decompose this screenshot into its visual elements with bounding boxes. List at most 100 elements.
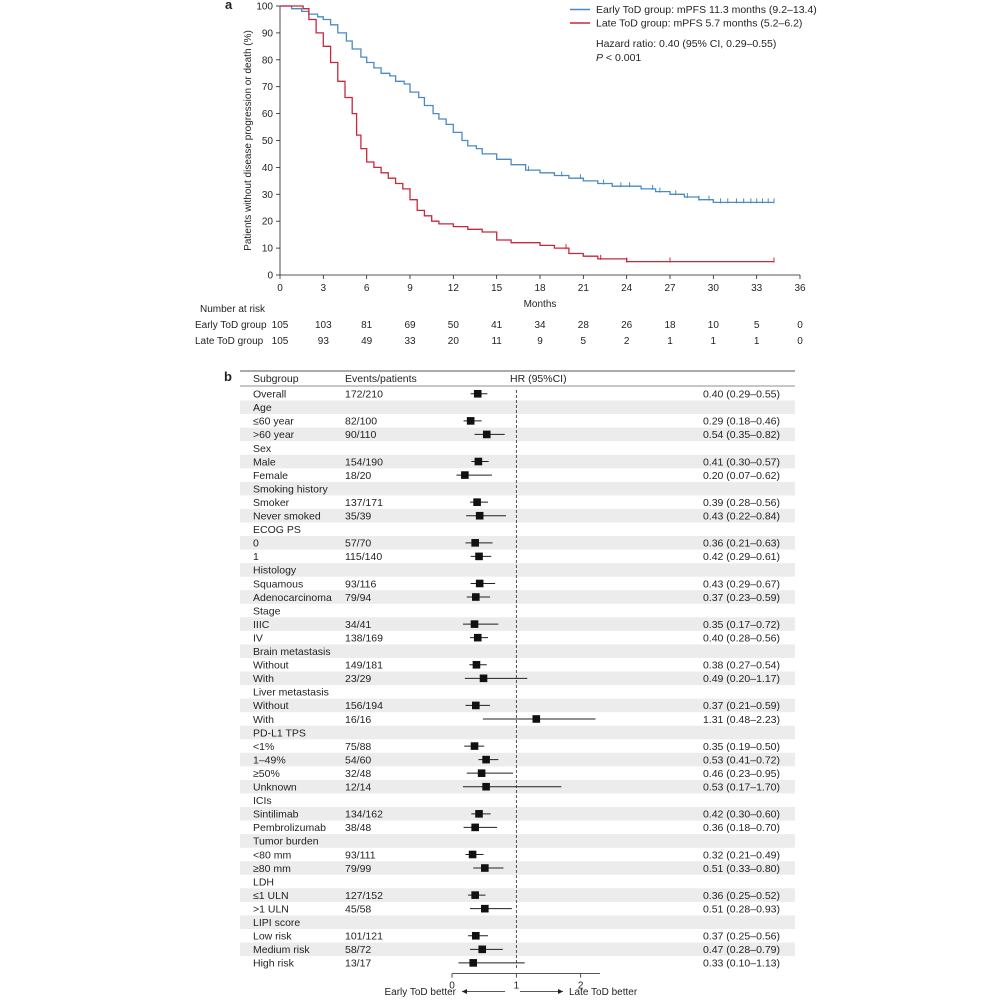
subgroup-label: ≤1 ULN — [253, 890, 289, 902]
hr-ci-text: 0.54 (0.35–0.82) — [703, 429, 780, 441]
events-patients-value: 90/110 — [345, 429, 376, 441]
p-symbol: P — [596, 52, 603, 64]
subgroup-label: Unknown — [253, 782, 297, 794]
x-tick-label: 12 — [448, 283, 460, 294]
x-tick-label: 36 — [794, 283, 806, 294]
events-patients-value: 149/181 — [345, 660, 383, 672]
events-patients-value: 127/152 — [345, 890, 383, 902]
subgroup-label: ≤60 year — [253, 416, 294, 428]
row-stripe — [240, 536, 795, 550]
x-tick-label: 21 — [578, 283, 590, 294]
hr-ci-text: 0.36 (0.18–0.70) — [703, 822, 780, 834]
hr-ci-text: 0.42 (0.30–0.60) — [703, 809, 780, 821]
number-at-risk-value: 49 — [361, 336, 373, 347]
subgroup-category-label: Smoking history — [253, 483, 328, 495]
panel-label-a: a — [225, 0, 233, 12]
events-patients-value: 13/17 — [345, 958, 371, 970]
hr-ci-text: 0.51 (0.33–0.80) — [703, 863, 780, 875]
hazard-ratio-point — [482, 430, 491, 439]
row-stripe — [240, 725, 795, 740]
legend-label-late: Late ToD group: mPFS 5.7 months (5.2–6.2… — [596, 18, 802, 30]
subgroup-label: Female — [253, 470, 288, 482]
hr-ci-text: 0.37 (0.21–0.59) — [703, 700, 780, 712]
hazard-ratio-point — [472, 660, 481, 669]
subgroup-label: Low risk — [253, 931, 292, 943]
subgroup-label: Overall — [253, 389, 286, 401]
subgroup-category-label: ICIs — [253, 795, 272, 807]
subgroup-category-label: Sex — [253, 443, 272, 455]
number-at-risk-row-label: Early ToD group — [195, 320, 267, 331]
subgroup-category-label: ECOG PS — [253, 524, 301, 536]
row-stripe — [240, 590, 795, 604]
number-at-risk-value: 10 — [708, 320, 720, 331]
events-patients-value: 134/162 — [345, 809, 383, 821]
row-stripe — [240, 834, 795, 848]
subgroup-label: <80 mm — [253, 849, 291, 861]
number-at-risk-value: 103 — [315, 320, 332, 331]
direction-arrowhead-right — [558, 989, 563, 994]
hr-ci-text: 0.38 (0.27–0.54) — [703, 660, 780, 672]
hazard-ratio-point — [472, 701, 480, 710]
hr-ci-text: 0.42 (0.29–0.61) — [703, 551, 780, 563]
early-tod-survival-curve — [280, 5, 774, 204]
hr-ci-text: 0.53 (0.17–1.70) — [703, 782, 780, 794]
subgroup-label: Squamous — [253, 578, 303, 590]
hr-ci-text: 0.41 (0.30–0.57) — [703, 456, 780, 468]
hr-ci-text: 0.40 (0.29–0.55) — [703, 389, 780, 401]
number-at-risk-value: 18 — [664, 320, 676, 331]
number-at-risk-value: 105 — [272, 320, 289, 331]
hr-ci-text: 0.33 (0.10–1.13) — [703, 958, 780, 970]
number-at-risk-value: 1 — [754, 336, 760, 347]
hr-ci-text: 0.35 (0.17–0.72) — [703, 619, 780, 631]
events-patients-value: 12/14 — [345, 782, 371, 794]
y-tick-label: 60 — [262, 109, 274, 120]
number-at-risk-value: 9 — [537, 336, 543, 347]
events-patients-value: 23/29 — [345, 673, 371, 685]
number-at-risk-value: 93 — [318, 336, 330, 347]
hazard-ratio-point — [481, 864, 489, 872]
number-at-risk-value: 105 — [272, 336, 289, 347]
events-patients-value: 93/116 — [345, 578, 376, 590]
events-patients-value: 75/88 — [345, 741, 371, 753]
number-at-risk-value: 2 — [624, 336, 630, 347]
events-patients-value: 34/41 — [345, 619, 371, 631]
events-patients-value: 138/169 — [345, 632, 383, 644]
subgroup-category-label: Liver metastasis — [253, 687, 329, 699]
late-tod-survival-curve — [280, 5, 774, 263]
hr-ci-text: 0.37 (0.23–0.59) — [703, 592, 780, 604]
panel-b-forest-plot: b Subgroup Events/patients HR (95%CI) Overal… — [224, 369, 795, 998]
row-stripe — [240, 915, 795, 929]
row-stripe — [240, 427, 795, 442]
number-at-risk-value: 26 — [621, 320, 633, 331]
row-stripe — [240, 563, 795, 577]
direction-label-left: Early ToD better — [384, 987, 456, 998]
hazard-ratio-point — [472, 593, 480, 601]
hr-ci-text: 0.37 (0.25–0.56) — [703, 931, 780, 943]
row-stripe — [240, 888, 795, 902]
row-stripe — [240, 481, 795, 496]
hazard-ratio-point — [473, 633, 482, 642]
forest-x-tick-label: 1 — [514, 981, 520, 992]
y-tick-label: 30 — [262, 190, 274, 201]
hazard-ratio-point — [461, 471, 469, 479]
subgroup-label: <1% — [253, 741, 274, 753]
subgroup-label: ≥80 mm — [253, 863, 291, 875]
hr-ci-text: 0.53 (0.41–0.72) — [703, 754, 780, 766]
subgroup-category-label: PD-L1 TPS — [253, 727, 306, 739]
events-patients-value: 38/48 — [345, 822, 371, 834]
hazard-ratio-point — [482, 755, 490, 764]
events-patients-value: 156/194 — [345, 700, 383, 712]
header-hr: HR (95%CI) — [510, 373, 567, 385]
row-stripe — [240, 644, 795, 658]
subgroup-label: 1–49% — [253, 754, 286, 766]
hazard-ratio-point — [481, 904, 489, 913]
hr-ci-text: 0.49 (0.20–1.17) — [703, 673, 780, 685]
hazard-ratio-point — [466, 417, 475, 425]
y-tick-label: 10 — [262, 244, 274, 255]
subgroup-label: >60 year — [253, 429, 295, 441]
hazard-ratio-point — [475, 810, 483, 818]
events-patients-value: 79/99 — [345, 863, 371, 875]
direction-label-right: Late ToD better — [569, 987, 638, 998]
hr-ci-text: 0.43 (0.22–0.84) — [703, 511, 780, 523]
hr-ci-text: 1.31 (0.48–2.23) — [703, 714, 780, 726]
